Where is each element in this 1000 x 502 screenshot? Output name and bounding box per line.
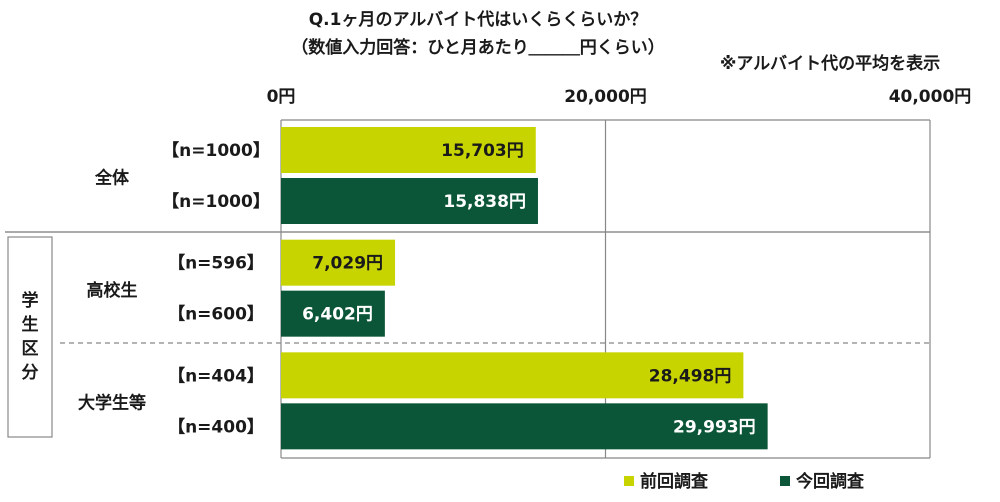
sample-size: 【n=404】 xyxy=(168,365,264,386)
x-tick-label: 20,000円 xyxy=(564,87,647,107)
group-label: 学生区分 xyxy=(22,290,39,383)
legend-label: 今回調査 xyxy=(796,471,865,492)
legend-label: 前回調査 xyxy=(640,471,709,492)
sample-size: 【n=596】 xyxy=(168,253,264,274)
x-tick-label: 0円 xyxy=(267,87,296,107)
bar xyxy=(281,178,538,224)
value-label: 6,402円 xyxy=(302,305,373,325)
legend-swatch xyxy=(780,476,790,486)
x-tick-label: 40,000円 xyxy=(889,87,972,107)
sample-size: 【n=400】 xyxy=(168,416,264,437)
value-label: 15,838円 xyxy=(443,192,526,212)
group-box xyxy=(7,236,53,438)
chart-title: Q.1ヶ月のアルバイト代はいくらくらいか？ xyxy=(309,9,648,30)
category-label: 大学生等 xyxy=(78,393,146,414)
bar xyxy=(281,127,536,173)
bar xyxy=(281,403,768,450)
legend-swatch xyxy=(624,476,634,486)
sample-size: 【n=600】 xyxy=(168,304,264,325)
value-label: 28,498円 xyxy=(649,366,732,386)
chart-note: ※アルバイト代の平均を表示 xyxy=(720,53,940,74)
category-label: 全体 xyxy=(94,167,130,188)
sample-size: 【n=1000】 xyxy=(162,140,270,161)
category-label: 高校生 xyxy=(87,280,138,301)
bar xyxy=(281,239,396,286)
sample-size: 【n=1000】 xyxy=(162,191,270,212)
value-label: 29,993円 xyxy=(673,417,756,437)
chart-subtitle: （数値入力回答：ひと月あたり＿＿＿円くらい） xyxy=(291,37,665,58)
value-label: 7,029円 xyxy=(312,254,383,274)
value-label: 15,703円 xyxy=(441,141,524,161)
bar xyxy=(281,290,385,337)
bar xyxy=(281,352,744,399)
